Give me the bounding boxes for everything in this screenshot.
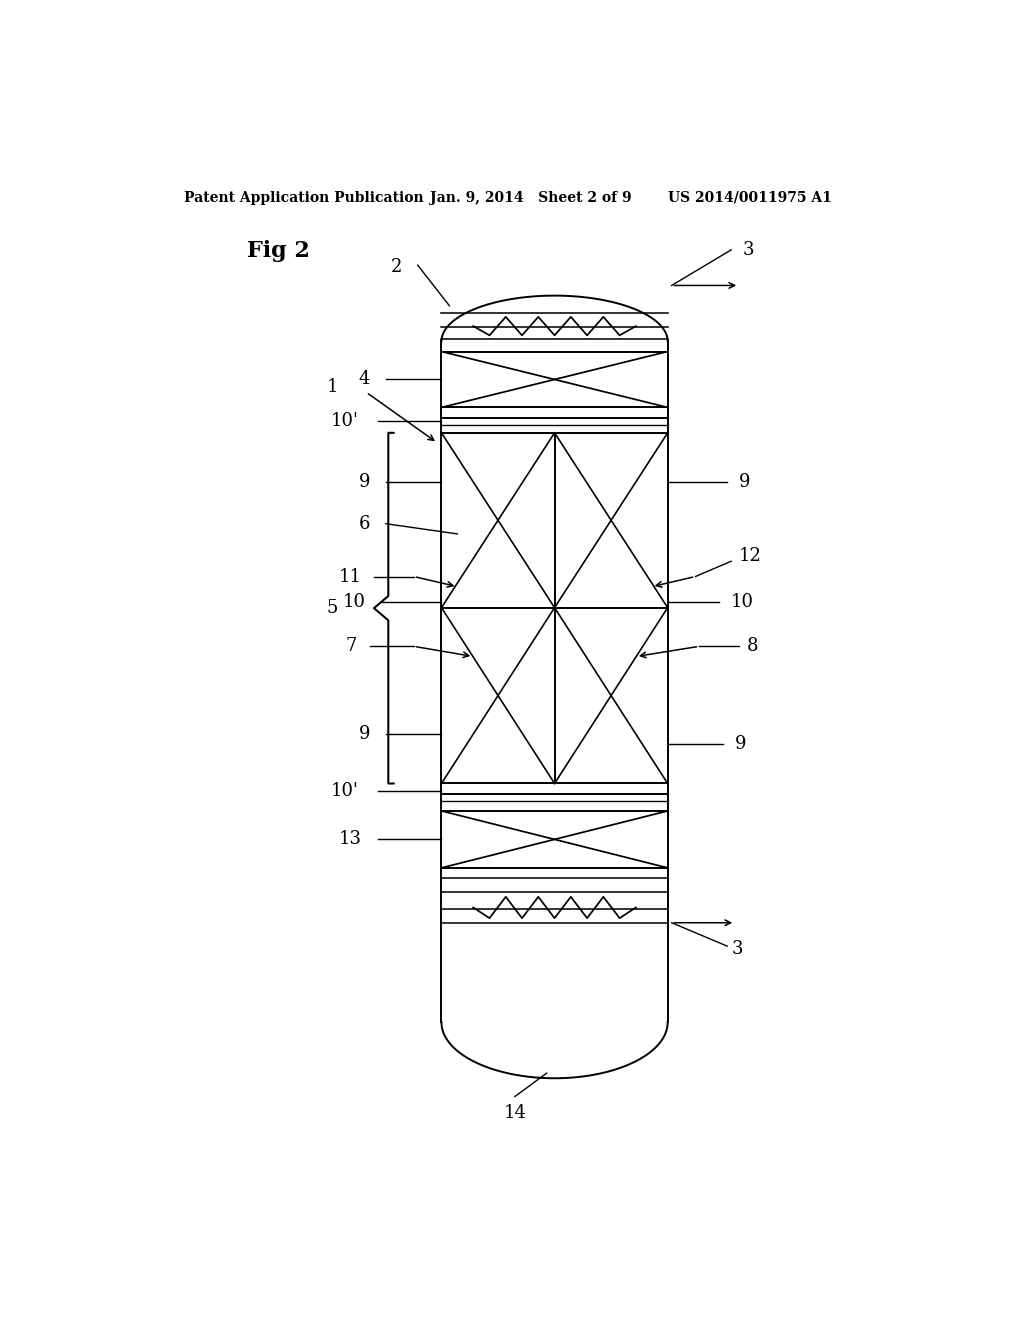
Text: US 2014/0011975 A1: US 2014/0011975 A1 [668, 191, 831, 205]
Text: 12: 12 [739, 548, 762, 565]
Text: 11: 11 [339, 568, 362, 586]
Text: 1: 1 [327, 378, 338, 396]
Text: 6: 6 [358, 515, 370, 533]
Text: 2: 2 [390, 259, 401, 276]
Text: Jan. 9, 2014   Sheet 2 of 9: Jan. 9, 2014 Sheet 2 of 9 [430, 191, 631, 205]
Text: 13: 13 [339, 830, 362, 849]
Text: 3: 3 [743, 240, 755, 259]
Text: 10: 10 [343, 593, 367, 611]
Text: 9: 9 [358, 473, 370, 491]
Text: 9: 9 [358, 725, 370, 743]
Text: 9: 9 [735, 735, 746, 754]
Text: 10': 10' [331, 412, 358, 429]
Text: Fig 2: Fig 2 [247, 240, 310, 261]
Text: 10': 10' [331, 781, 358, 800]
Text: 10: 10 [731, 593, 754, 611]
Text: 14: 14 [504, 1104, 526, 1122]
Text: 9: 9 [739, 473, 751, 491]
Text: 7: 7 [345, 638, 356, 655]
Text: Patent Application Publication: Patent Application Publication [183, 191, 423, 205]
Text: 5: 5 [327, 599, 338, 618]
Text: 4: 4 [358, 370, 370, 388]
Text: 8: 8 [748, 638, 759, 655]
Text: 3: 3 [731, 940, 742, 958]
